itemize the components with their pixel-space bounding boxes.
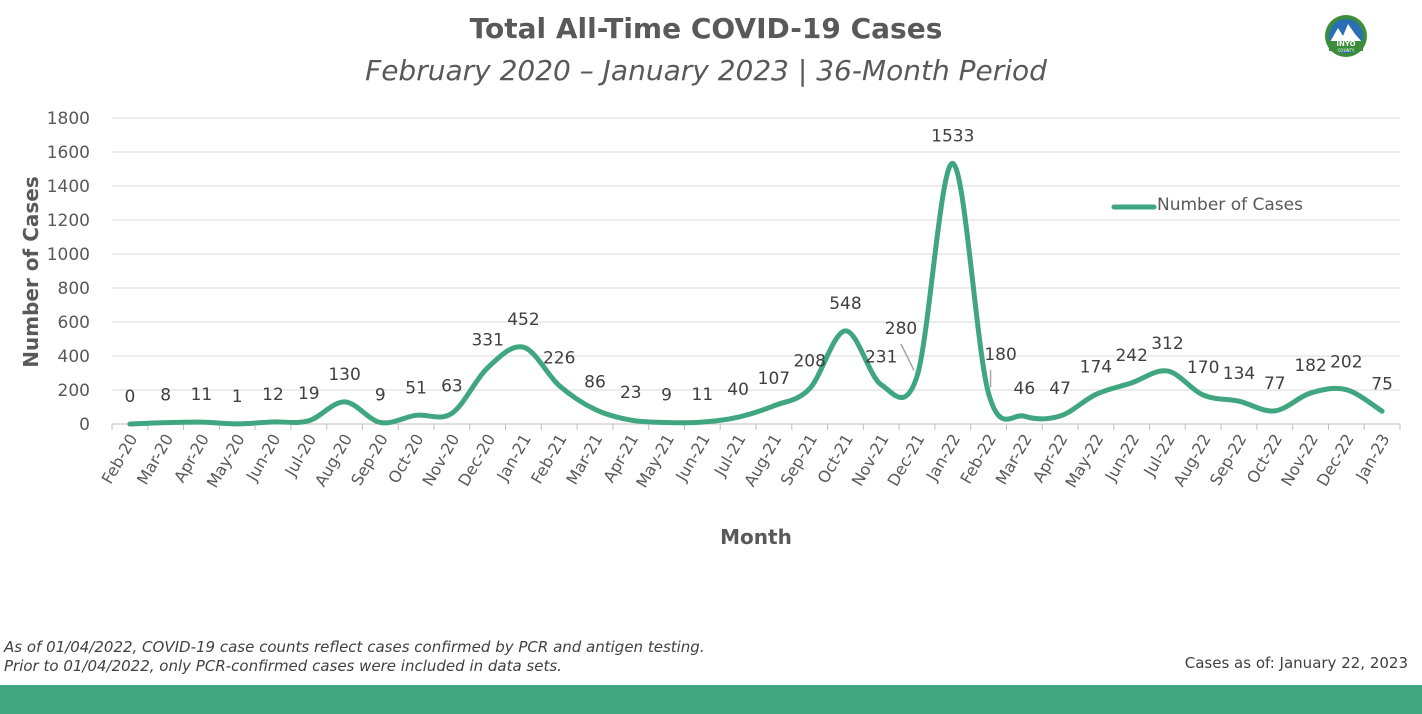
data-label: 182 — [1294, 356, 1326, 376]
data-label: 9 — [661, 385, 672, 405]
y-axis-ticks: 0 200 400 600 800 1000 1200 1400 1600 1800 — [47, 109, 90, 435]
data-label: 280 — [885, 319, 917, 339]
y-tick-label: 400 — [58, 347, 90, 367]
data-label: 548 — [829, 294, 861, 314]
data-label: 11 — [191, 385, 213, 405]
data-label: 63 — [441, 376, 463, 396]
data-label: 0 — [124, 387, 135, 407]
legend: Number of Cases — [1111, 195, 1303, 215]
y-tick-label: 800 — [58, 279, 90, 299]
cases-as-of-date: Cases as of: January 22, 2023 — [1184, 654, 1408, 672]
data-label: 47 — [1049, 379, 1071, 399]
label-leader-lines — [900, 343, 992, 388]
y-tick-label: 1600 — [47, 143, 90, 163]
data-footnote: As of 01/04/2022, COVID-19 case counts r… — [4, 638, 705, 675]
data-label: 331 — [471, 331, 503, 351]
data-label: 23 — [620, 383, 642, 403]
data-label: 1 — [232, 387, 243, 407]
data-label: 8 — [160, 386, 171, 406]
data-label: 202 — [1330, 353, 1362, 373]
data-label: 208 — [793, 352, 825, 372]
inyo-county-logo: INYO COUNTY — [1325, 15, 1367, 57]
data-label: 242 — [1115, 346, 1147, 366]
x-axis-ticks: Feb-20Mar-20Apr-20May-20Jun-20Jul-20Aug-… — [98, 424, 1401, 491]
data-label: 75 — [1371, 374, 1393, 394]
x-tick-label: Jun-20 — [242, 431, 285, 486]
data-label: 86 — [584, 372, 606, 392]
footer-band — [0, 685, 1422, 714]
data-label: 12 — [262, 385, 284, 405]
chart-title: Total All-Time COVID-19 Cases — [469, 12, 943, 45]
data-label: 77 — [1264, 374, 1286, 394]
y-tick-label: 600 — [58, 313, 90, 333]
data-label: 1533 — [931, 126, 974, 146]
x-tick-label: Jun-21 — [671, 431, 714, 486]
y-tick-label: 1200 — [47, 211, 90, 231]
data-label: 130 — [328, 365, 360, 385]
data-label: 40 — [727, 380, 749, 400]
data-label: 51 — [405, 378, 427, 398]
y-tick-label: 0 — [79, 415, 90, 435]
y-tick-label: 1000 — [47, 245, 90, 265]
x-tick-label: Jun-22 — [1101, 431, 1144, 486]
y-tick-label: 1400 — [47, 177, 90, 197]
logo-text-bottom: COUNTY — [1338, 48, 1355, 53]
y-tick-label: 1800 — [47, 109, 90, 129]
data-label: 46 — [1014, 379, 1036, 399]
data-label: 9 — [375, 385, 386, 405]
logo-text-top: INYO — [1336, 40, 1355, 48]
data-label: 226 — [543, 349, 575, 369]
data-label: 107 — [758, 369, 790, 389]
x-axis-title: Month — [720, 525, 792, 549]
x-tick-label: Jan-23 — [1351, 431, 1393, 485]
data-label: 11 — [692, 385, 714, 405]
y-tick-label: 200 — [58, 381, 90, 401]
data-label: 180 — [984, 345, 1016, 365]
y-axis-title: Number of Cases — [19, 176, 43, 367]
legend-label: Number of Cases — [1157, 195, 1303, 215]
data-label: 452 — [507, 310, 539, 330]
leader-line — [900, 343, 915, 371]
data-label: 312 — [1151, 334, 1183, 354]
data-label: 174 — [1080, 357, 1112, 377]
chart-subtitle: February 2020 – January 2023 | 36-Month … — [365, 54, 1047, 87]
data-label: 19 — [298, 384, 320, 404]
data-label: 134 — [1223, 364, 1255, 384]
data-label: 231 — [865, 348, 897, 368]
data-label: 170 — [1187, 358, 1219, 378]
series-line-number-of-cases — [127, 160, 1385, 427]
